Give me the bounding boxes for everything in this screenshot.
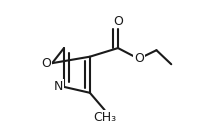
Text: N: N [54, 80, 63, 93]
Text: O: O [134, 52, 144, 65]
Text: O: O [113, 15, 123, 28]
Text: O: O [42, 57, 51, 70]
Text: CH₃: CH₃ [93, 111, 116, 124]
